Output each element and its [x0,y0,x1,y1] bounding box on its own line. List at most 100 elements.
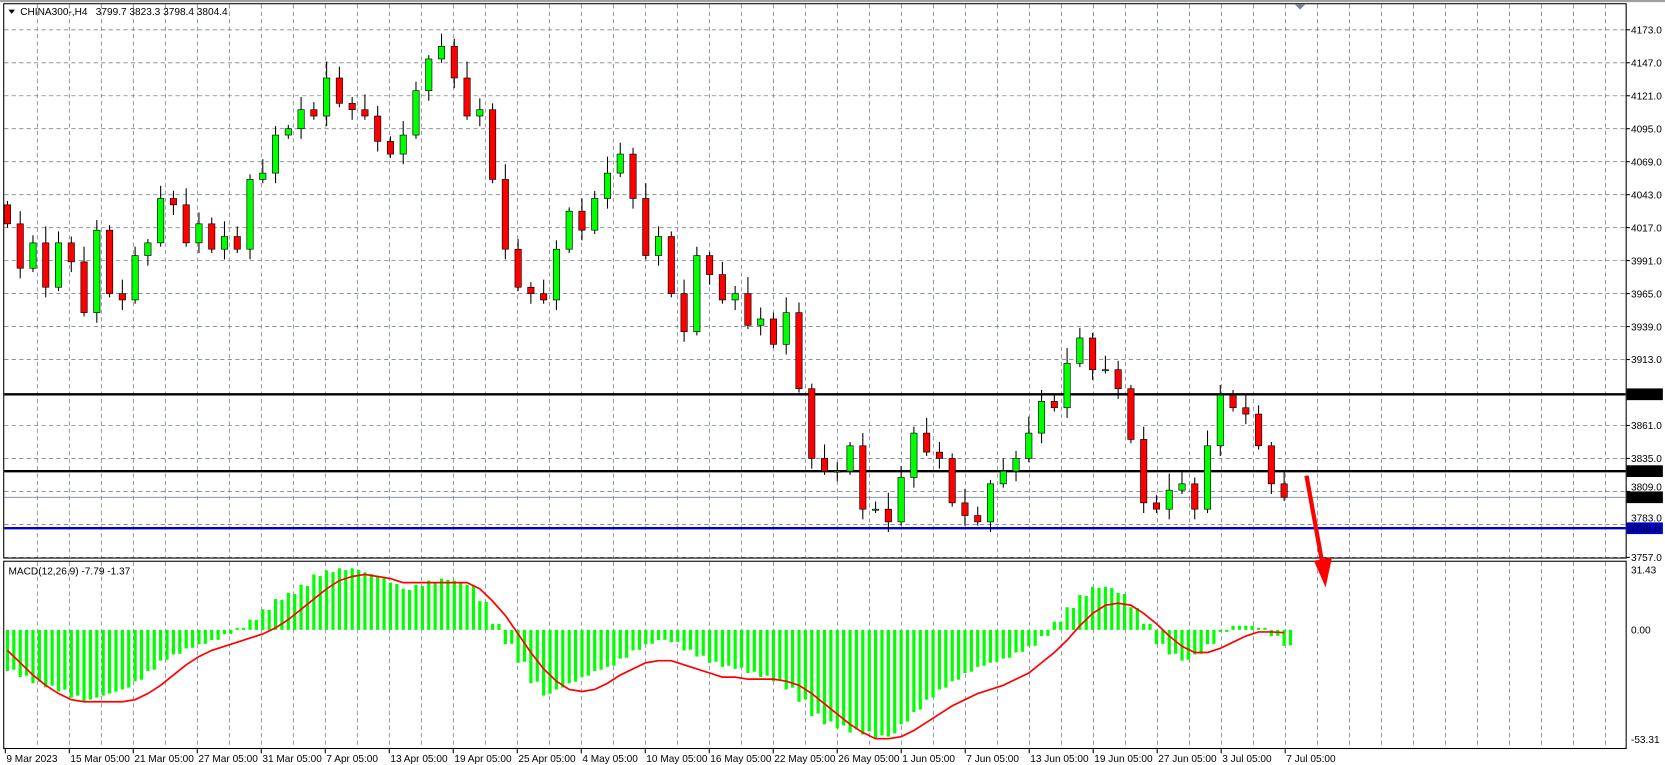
time-label: 26 May 05:00 [838,754,900,765]
macd-histogram-bar [1027,629,1031,647]
macd-histogram-bar [1256,627,1261,630]
macd-histogram-bar [797,629,801,702]
macd-histogram-bar [963,629,967,673]
macd-histogram-bar [612,629,616,666]
time-axis[interactable]: 9 Mar 2023 15 Mar 05:00 21 Mar 05:00 27 Mar… [4,749,1336,765]
macd-histogram-bar [1186,629,1190,660]
bear-candle [718,274,726,301]
macd-histogram-bar [363,572,367,630]
bear-candle [80,261,88,313]
level-price-label: 3825.0 [1629,467,1660,478]
bear-candle [348,103,356,111]
macd-histogram-bar [752,629,756,672]
macd-histogram-bar [580,629,584,678]
macd-histogram-bar [669,629,673,643]
bear-candle [948,458,956,504]
price-axis[interactable]: 4173.0 4147.0 4121.0 4095.0 4069.0 4043.0 4017… [1625,26,1663,565]
bear-candle [335,77,343,104]
macd-histogram-bar [222,629,227,634]
bull-candle [1204,445,1212,510]
macd-histogram-bar [548,629,552,694]
macd-histogram-bar [465,584,469,630]
price-label: 4017.0 [1631,223,1662,234]
macd-histogram-bar [842,629,846,726]
time-label: 19 Apr 05:00 [454,754,512,765]
macd-histogram-bar [944,629,948,688]
bull-candle [246,179,254,250]
bear-candle [310,109,318,117]
macd-histogram-bar [1250,625,1254,630]
bull-candle [591,198,599,231]
macd-histogram-bar [1078,594,1082,630]
bear-candle [3,204,11,225]
macd-histogram-bar [376,576,380,630]
chart-shift-marker-icon[interactable] [1294,4,1306,10]
time-label: 1 Jun 05:00 [902,754,955,765]
down-arrow-annotation[interactable] [1304,475,1332,588]
bear-candle [361,109,369,117]
macd-histogram-bar [401,588,405,630]
macd-histogram-bar [478,601,482,630]
bear-candle [667,236,675,294]
bull-candle [1165,489,1173,510]
bear-candle [540,293,548,301]
macd-histogram-bar [1122,594,1127,630]
bull-candle [476,109,484,117]
time-label: 27 Jun 05:00 [1158,754,1217,765]
collapse-triangle-icon[interactable] [8,9,15,14]
price-label: 3835.0 [1631,454,1662,465]
macd-histogram-bar [369,574,373,630]
macd-histogram-bar [184,629,188,649]
macd-histogram-bar [254,619,258,630]
bear-candle [769,318,777,345]
macd-histogram-bar [1218,629,1222,632]
macd-histogram-bar [969,629,973,672]
macd-histogram-bar [433,582,437,630]
time-label: 7 Jun 05:00 [966,754,1019,765]
macd-histogram-bar [178,629,182,654]
macd-histogram-bar [771,629,776,682]
macd-histogram-bar [490,623,495,630]
macd-histogram-bar [1014,629,1018,653]
macd-histogram-bar [982,629,986,666]
macd-axis: 31.43 0.00 -53.31 [1631,565,1660,746]
time-label: 7 Apr 05:00 [326,754,378,765]
macd-histogram-bar [625,629,629,658]
macd-histogram-bar [44,629,48,688]
macd-histogram-bar [293,594,297,630]
macd-histogram-bar [810,629,814,717]
bull-candle [1038,401,1046,434]
bull-candle [1012,458,1020,472]
level-price-badge [1626,491,1663,504]
macd-histogram-bar [267,609,271,630]
bull-candle [552,248,560,301]
price-label: 3809.0 [1631,482,1662,493]
macd-histogram-bar [1288,629,1293,646]
macd-histogram-bar [573,629,578,682]
bull-candle [603,172,611,199]
bear-candle [169,198,177,206]
macd-histogram-bar [114,629,118,692]
macd-histogram-bar [305,586,310,630]
macd-histogram-bar [1091,586,1095,630]
macd-histogram-bar [1282,629,1286,646]
macd-histogram-bar [873,629,878,739]
price-label: 4121.0 [1631,91,1662,102]
macd-histogram-bar [171,629,176,655]
price-label: 3965.0 [1631,289,1662,300]
macd-histogram-bar [522,629,527,662]
macd-histogram-bar [503,629,507,645]
time-label: 25 Apr 05:00 [518,754,576,765]
macd-histogram-bar [1046,629,1050,636]
bull-candle [157,198,165,244]
bear-candle [16,223,24,269]
macd-histogram-bar [120,629,124,690]
price-label: 3913.0 [1631,355,1662,366]
macd-histogram-bar [746,629,750,673]
macd-histogram-bar [127,629,131,688]
bull-candle [412,90,420,136]
macd-histogram-bar [861,629,865,735]
macd-histogram-bar [727,629,731,666]
price-label: 4173.0 [1631,26,1662,37]
